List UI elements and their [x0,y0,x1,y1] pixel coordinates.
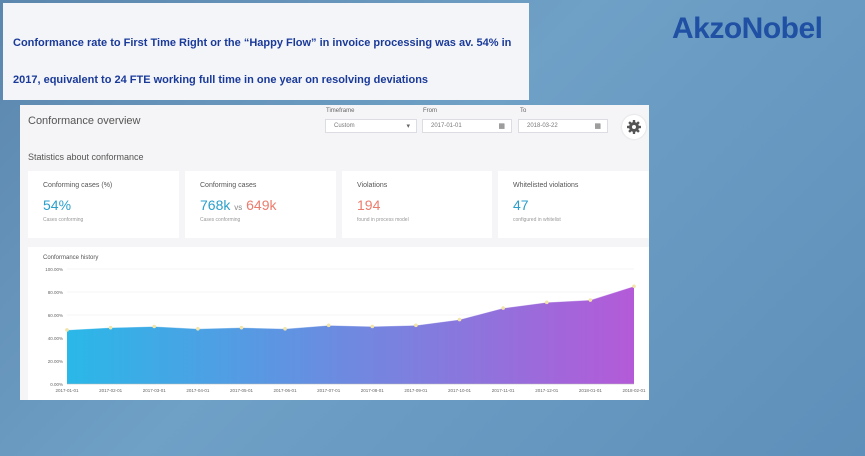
x-tick-label: 2017-08-01 [361,388,385,393]
timeframe-value: Custom [334,123,355,129]
card-value-conforming: 768k [200,197,231,213]
x-tick-label: 2017-10-01 [448,388,472,393]
data-point [196,327,200,331]
card-label: Conforming cases [200,182,257,189]
settings-button[interactable] [622,115,646,139]
x-tick-label: 2017-04-01 [186,388,210,393]
card-label: Conforming cases (%) [43,182,113,189]
data-point [370,324,375,329]
x-tick-label: 2017-12-01 [535,388,559,393]
page-title: Conformance overview [28,115,141,127]
to-label: To [520,108,527,114]
x-tick-label: 2018-01-01 [579,388,603,393]
x-tick-label: 2018-02-01 [622,388,646,393]
card-value: 54% [43,197,72,213]
headline-line-2: 2017, equivalent to 24 FTE working full … [13,74,429,86]
headline-line-1: Conformance rate to First Time Right or … [13,37,512,49]
data-point [283,327,287,331]
x-tick-label: 2017-02-01 [99,388,123,393]
to-date-value: 2018-03-22 [527,123,558,129]
data-point [588,298,593,302]
y-tick-label: 80.00% [48,290,63,295]
card-label: Violations [357,182,388,189]
card-value: 194 [357,197,381,213]
data-point [326,323,331,328]
headline-box: Conformance rate to First Time Right or … [3,3,529,100]
data-point [65,328,69,332]
data-point [632,284,636,289]
card-subtext: Cases conforming [200,217,241,223]
conformance-area [67,286,634,384]
y-tick-label: 0.00% [50,382,63,387]
x-tick-label: 2017-07-01 [317,388,341,393]
stat-card-violations: Violations 194 found in process model [342,171,492,238]
from-date-input[interactable]: 2017-01-01 ▦ [422,119,512,133]
data-point [501,306,505,310]
conformance-history-panel: Conformance history 0.00% 20.00% 40.00% 60.… [28,247,649,400]
data-point [239,325,244,330]
caret-down-icon: ▾ [406,123,410,130]
x-tick-label: 2017-05-01 [230,388,254,393]
chart-title: Conformance history [43,255,99,261]
akzonobel-logo: AkzoNobel [672,12,823,45]
from-label: From [423,108,437,114]
card-value-nonconforming: 649k [246,197,277,213]
to-date-input[interactable]: 2018-03-22 ▦ [518,119,608,133]
timeframe-select[interactable]: Custom ▾ [325,119,417,133]
gear-icon [627,120,641,134]
card-subtext: configured in whitelist [513,217,561,223]
timeframe-label: Timeframe [326,108,355,114]
y-tick-label: 20.00% [48,359,63,364]
data-point [152,324,157,329]
card-vs: vs [234,203,243,212]
card-value: 47 [513,197,529,213]
x-tick-label: 2017-03-01 [143,388,167,393]
card-subtext: found in process model [357,217,409,223]
y-tick-label: 40.00% [48,336,63,341]
data-point [414,323,418,328]
x-tick-label: 2017-06-01 [274,388,298,393]
data-point [544,300,549,305]
y-tick-label: 60.00% [48,313,63,318]
stat-card-conforming-cases: Conforming cases 768k vs 649k Cases conf… [185,171,336,238]
data-point [457,317,462,322]
conformance-line [66,285,635,331]
conformance-history-chart: 0.00% 20.00% 40.00% 60.00% 80.00% 100.00% 2017… [45,267,646,393]
stat-card-conforming-percent: Conforming cases (%) 54% Cases conformin… [28,171,179,238]
x-tick-label: 2017-09-01 [404,388,428,393]
stat-card-whitelisted: Whitelisted violations 47 configured in … [498,171,649,238]
y-tick-label: 100.00% [45,267,63,272]
calendar-icon: ▦ [594,123,601,130]
dashboard-screenshot: Conformance overview Timeframe Custom ▾ … [20,105,649,400]
from-date-value: 2017-01-01 [431,123,462,129]
calendar-icon: ▦ [498,123,505,130]
card-subtext: Cases conforming [43,217,84,223]
data-point [108,325,113,330]
x-tick-label: 2017-11-01 [492,388,515,393]
x-tick-label: 2017-01-01 [55,388,79,393]
statistics-section-title: Statistics about conformance [28,152,144,162]
card-label: Whitelisted violations [513,182,579,189]
